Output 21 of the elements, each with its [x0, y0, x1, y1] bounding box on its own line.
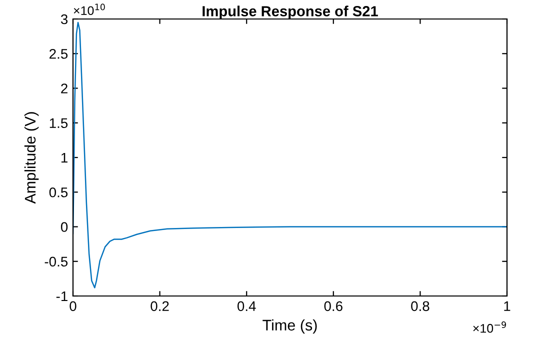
- text: ×10$^{10}$: [74, 4, 105, 16]
- y-tick-label: 2: [61, 84, 68, 94]
- line-series: [73, 22, 507, 288]
- y-tick-label: 0.5: [49, 187, 68, 198]
- y-tick-label: 0: [60, 222, 68, 232]
- y-axis-title: Amplitude (V): [24, 112, 39, 204]
- x-tick-label: 0: [70, 301, 76, 312]
- text: ×10$^{−9}$: [473, 321, 506, 333]
- y-tick-label: -1: [56, 291, 68, 302]
- y-tick-label: 3: [60, 14, 68, 24]
- x-tick-label: 0.4: [237, 301, 256, 312]
- y-tick-label: 2.5: [50, 48, 68, 59]
- x-tick-label: 1: [504, 301, 510, 311]
- chart-title: Impulse Response of S21: [202, 6, 378, 20]
- x-tick-label: 0.6: [324, 301, 342, 312]
- y-tick-label: 1: [61, 152, 68, 163]
- y-tick-label: 1.5: [50, 118, 68, 128]
- x-axis-title: Time (s): [262, 319, 317, 334]
- x-tick-label: 0.8: [411, 301, 430, 312]
- y-tick-label: -0.5: [44, 256, 68, 267]
- x-tick-label: 0.2: [150, 301, 169, 312]
